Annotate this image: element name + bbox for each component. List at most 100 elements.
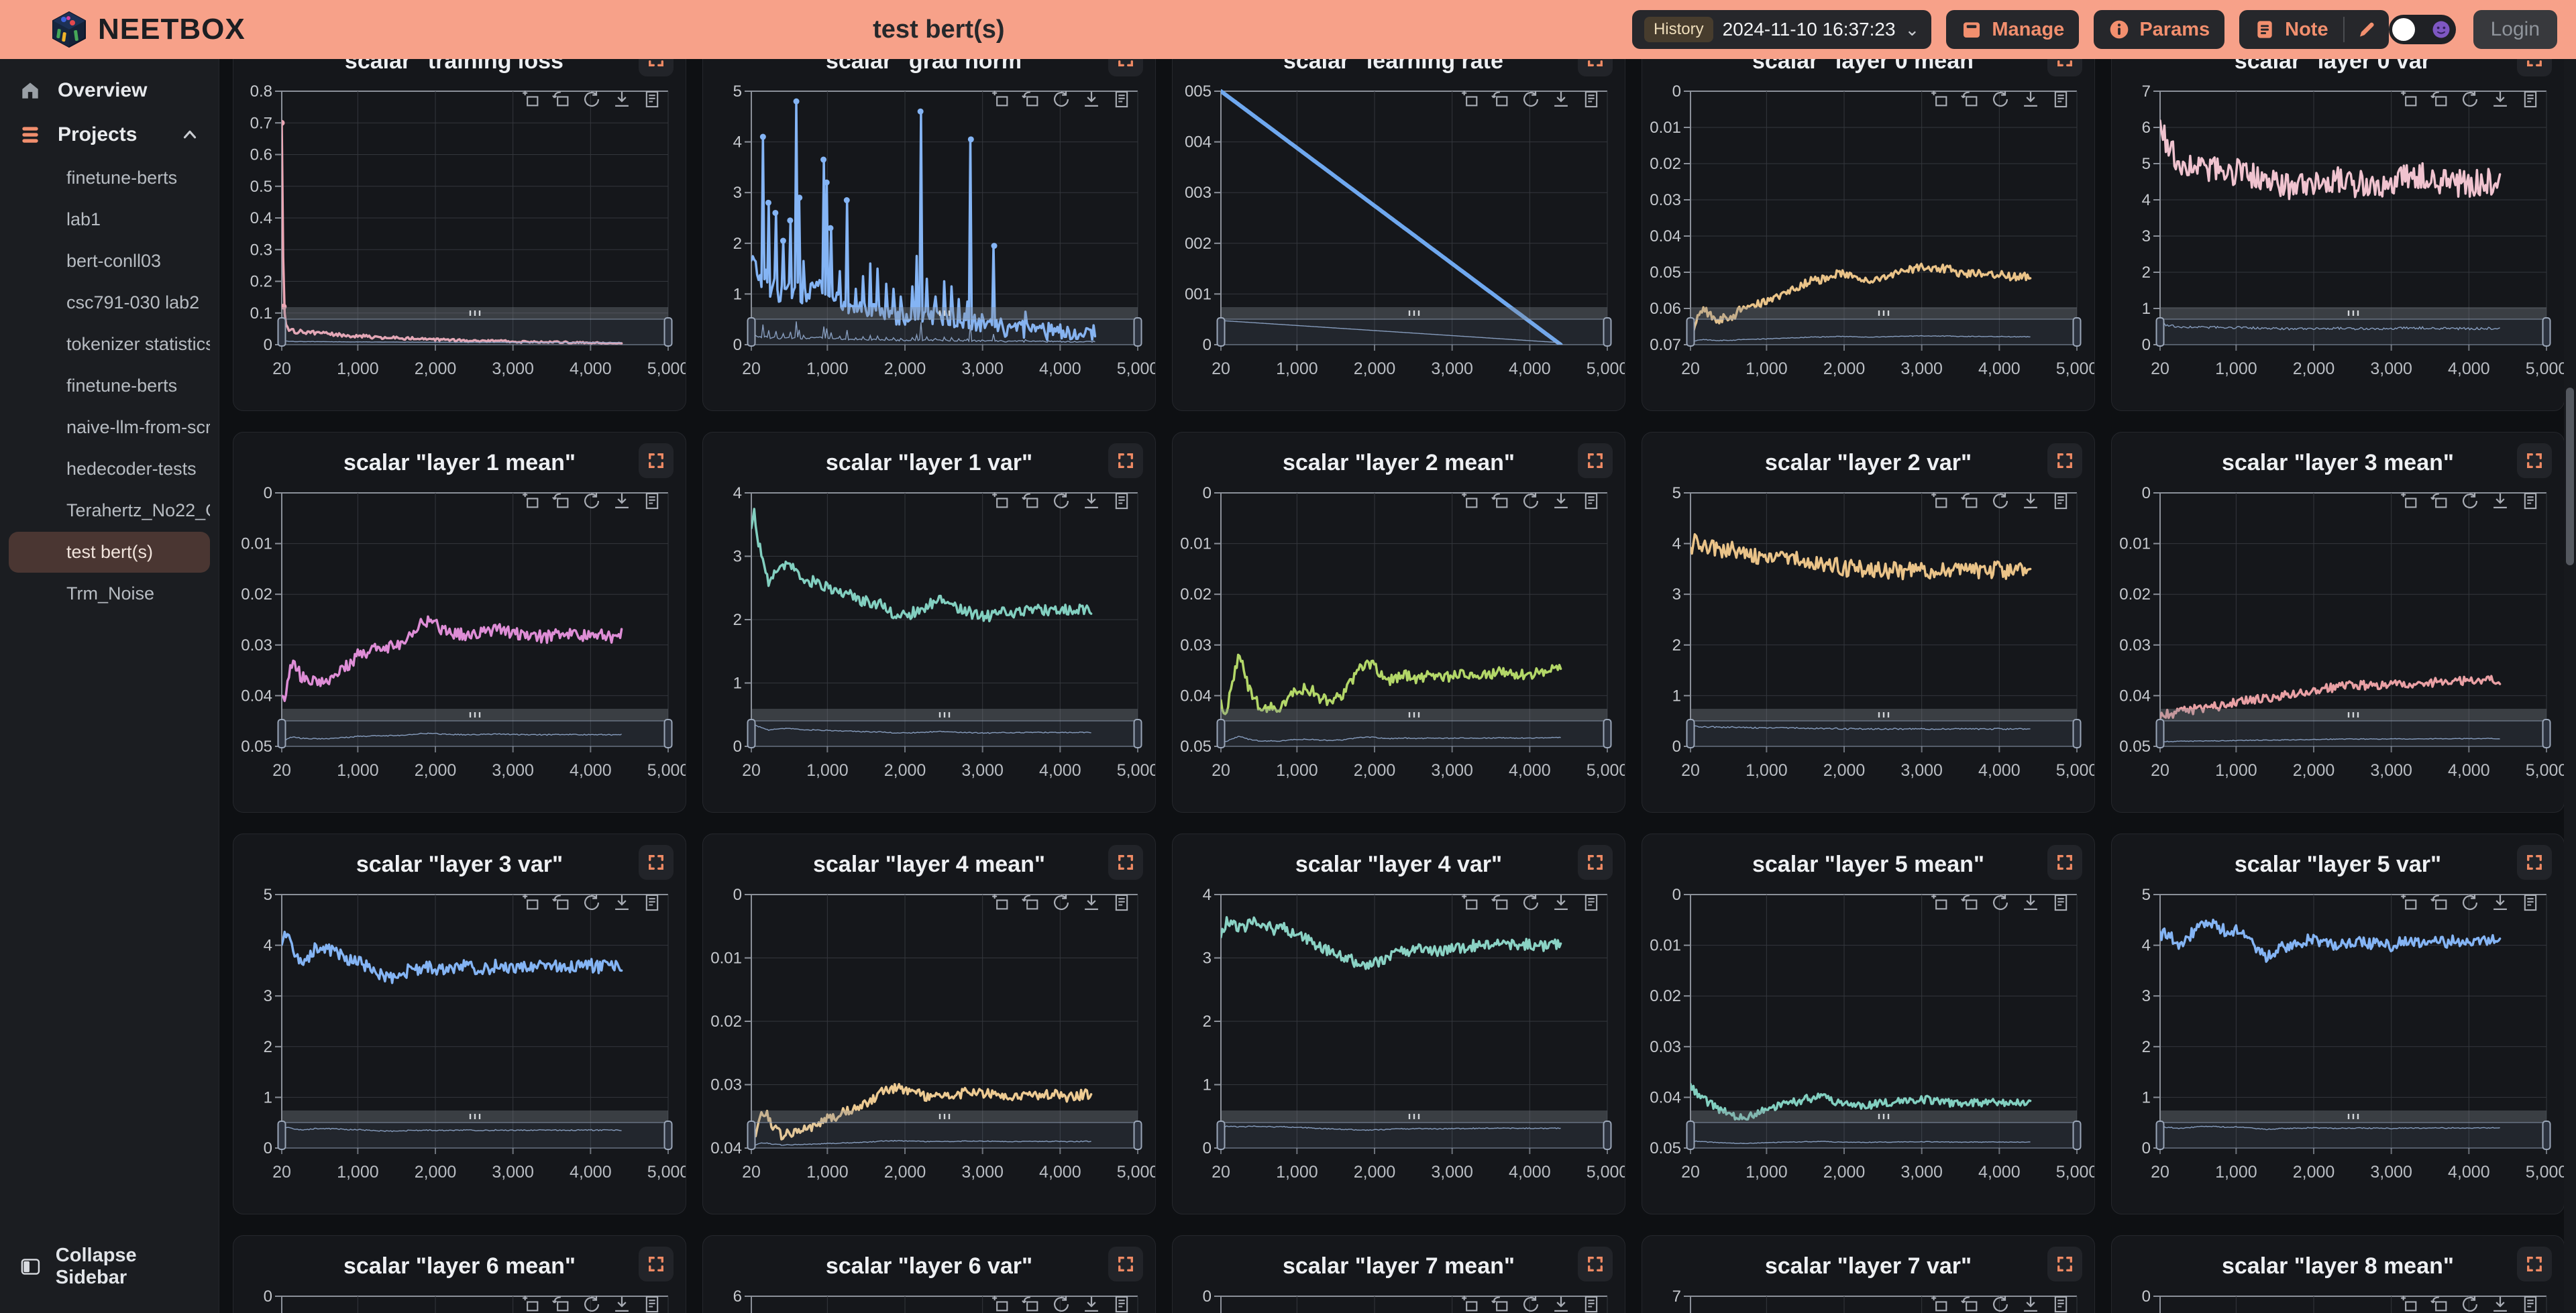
zoom-back-icon[interactable] (1022, 1295, 1040, 1313)
zoom-select-icon[interactable] (522, 1295, 541, 1313)
expand-chart-button[interactable] (639, 1247, 674, 1281)
data-view-icon[interactable] (2521, 1295, 2540, 1313)
restore-icon[interactable] (1991, 1295, 2010, 1313)
zoom-back-icon[interactable] (1022, 90, 1040, 109)
scrollbar-thumb[interactable] (2566, 388, 2574, 565)
save-image-icon[interactable] (2491, 492, 2510, 510)
restore-icon[interactable] (2461, 90, 2479, 109)
expand-chart-button[interactable] (1578, 845, 1613, 880)
zoom-back-icon[interactable] (552, 492, 571, 510)
expand-chart-button[interactable] (2047, 59, 2082, 76)
expand-chart-button[interactable] (639, 443, 674, 478)
zoom-back-icon[interactable] (1961, 90, 1980, 109)
login-button[interactable]: Login (2473, 10, 2557, 49)
collapse-sidebar-button[interactable]: Collapse Sidebar (0, 1235, 219, 1298)
manage-button[interactable]: Manage (1946, 10, 2080, 49)
sidebar-project-item[interactable]: naive-llm-from-scratch (66, 417, 210, 437)
note-button[interactable]: Note (2239, 10, 2343, 49)
restore-icon[interactable] (1052, 893, 1071, 912)
sidebar-project-item[interactable]: lab1 (66, 209, 101, 229)
zoom-back-icon[interactable] (2430, 492, 2449, 510)
data-view-icon[interactable] (1582, 492, 1601, 510)
data-view-icon[interactable] (643, 893, 661, 912)
restore-icon[interactable] (1521, 90, 1540, 109)
save-image-icon[interactable] (1082, 1295, 1101, 1313)
chart-plot[interactable]: 0.8 0.7 0.6 0.5 0.4 0.3 0.2 0.1 020 1,000 2,000 3,0… (233, 84, 686, 406)
chart-plot[interactable]: 005 004 003 002 001 020 1,000 2,000 3,000 4,000 5,… (1173, 84, 1625, 406)
zoom-select-icon[interactable] (1461, 90, 1480, 109)
save-image-icon[interactable] (612, 90, 631, 109)
expand-chart-button[interactable] (2047, 443, 2082, 478)
data-view-icon[interactable] (1582, 90, 1601, 109)
data-view-icon[interactable] (1112, 492, 1131, 510)
zoom-select-icon[interactable] (522, 893, 541, 912)
expand-chart-button[interactable] (639, 59, 674, 76)
save-image-icon[interactable] (1552, 1295, 1570, 1313)
zoom-back-icon[interactable] (1491, 1295, 1510, 1313)
expand-chart-button[interactable] (1578, 1247, 1613, 1281)
save-image-icon[interactable] (612, 1295, 631, 1313)
chart-plot[interactable]: 7 6 5 4 3 2 1 020 1,000 2,000 3,000 4,000 5,000 (2112, 84, 2564, 406)
restore-icon[interactable] (2461, 492, 2479, 510)
brand[interactable]: NEETBOX (0, 11, 246, 48)
data-view-icon[interactable] (2521, 893, 2540, 912)
save-image-icon[interactable] (1552, 90, 1570, 109)
zoom-select-icon[interactable] (2400, 90, 2419, 109)
chart-plot[interactable]: 5 4 3 2 1 020 1,000 2,000 3,000 4,000 5,000 (1642, 486, 2095, 808)
expand-chart-button[interactable] (2517, 443, 2552, 478)
restore-icon[interactable] (582, 492, 601, 510)
zoom-select-icon[interactable] (1931, 1295, 1949, 1313)
zoom-select-icon[interactable] (1461, 492, 1480, 510)
zoom-back-icon[interactable] (552, 893, 571, 912)
data-view-icon[interactable] (2051, 492, 2070, 510)
sidebar-project-item[interactable]: test bert(s) (9, 532, 210, 573)
restore-icon[interactable] (582, 90, 601, 109)
restore-icon[interactable] (1991, 492, 2010, 510)
chart-plot[interactable]: 5 4 3 2 1 020 1,000 2,000 3,000 4,000 5,000 (2112, 888, 2564, 1210)
restore-icon[interactable] (1991, 90, 2010, 109)
save-image-icon[interactable] (2021, 893, 2040, 912)
sidebar-project-item[interactable]: bert-conll03 (66, 251, 162, 271)
data-view-icon[interactable] (643, 1295, 661, 1313)
save-image-icon[interactable] (1082, 492, 1101, 510)
save-image-icon[interactable] (2021, 1295, 2040, 1313)
expand-chart-button[interactable] (1578, 443, 1613, 478)
data-view-icon[interactable] (1112, 893, 1131, 912)
zoom-select-icon[interactable] (1461, 1295, 1480, 1313)
sidebar-project-item[interactable]: tokenizer statistics llama... (66, 334, 210, 354)
sidebar-item-projects[interactable]: Projects (0, 113, 219, 157)
edit-note-button[interactable] (2345, 10, 2389, 49)
expand-chart-button[interactable] (2047, 845, 2082, 880)
expand-chart-button[interactable] (1578, 59, 1613, 76)
expand-chart-button[interactable] (639, 845, 674, 880)
save-image-icon[interactable] (1552, 893, 1570, 912)
params-button[interactable]: Params (2094, 10, 2225, 49)
sidebar-project-item[interactable]: hedecoder-tests (66, 459, 197, 479)
expand-chart-button[interactable] (2047, 1247, 2082, 1281)
expand-chart-button[interactable] (2517, 845, 2552, 880)
data-view-icon[interactable] (2051, 893, 2070, 912)
zoom-back-icon[interactable] (1961, 1295, 1980, 1313)
zoom-back-icon[interactable] (552, 90, 571, 109)
zoom-select-icon[interactable] (1931, 893, 1949, 912)
zoom-back-icon[interactable] (1961, 893, 1980, 912)
sidebar-project-item[interactable]: finetune-berts (66, 376, 178, 396)
data-view-icon[interactable] (1582, 1295, 1601, 1313)
zoom-back-icon[interactable] (1491, 90, 1510, 109)
sidebar-project-item[interactable]: finetune-berts (66, 168, 178, 188)
zoom-back-icon[interactable] (552, 1295, 571, 1313)
history-select[interactable]: History 2024-11-10 16:37:23 ⌄ (1631, 10, 1932, 49)
theme-toggle[interactable] (2388, 15, 2456, 44)
expand-chart-button[interactable] (2517, 1247, 2552, 1281)
save-image-icon[interactable] (2491, 893, 2510, 912)
zoom-select-icon[interactable] (2400, 1295, 2419, 1313)
restore-icon[interactable] (2461, 1295, 2479, 1313)
save-image-icon[interactable] (612, 893, 631, 912)
zoom-select-icon[interactable] (1461, 893, 1480, 912)
page-scrollbar[interactable] (2564, 59, 2576, 1313)
